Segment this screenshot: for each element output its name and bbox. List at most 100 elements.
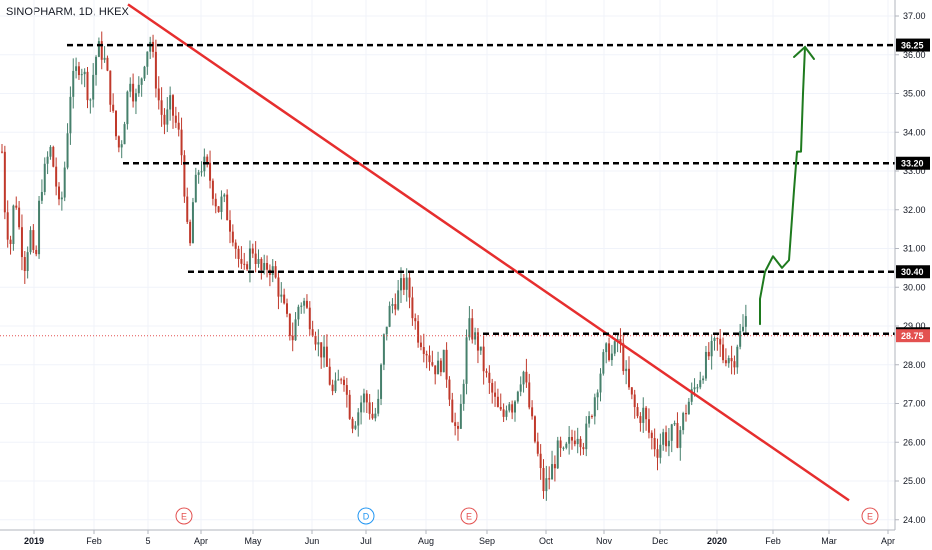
candle: [29, 230, 32, 253]
candle: [568, 436, 571, 444]
candle: [357, 412, 360, 426]
candle: [75, 66, 78, 71]
time-tick-label: Sep: [479, 536, 495, 546]
candle: [702, 378, 705, 381]
candle: [528, 382, 531, 408]
candle: [704, 351, 707, 379]
candle: [77, 66, 80, 76]
candle: [679, 430, 682, 448]
candle: [277, 277, 280, 297]
candle: [585, 423, 588, 450]
candle: [422, 347, 425, 354]
candle: [565, 443, 568, 448]
event-marker: [175, 507, 193, 525]
candle: [394, 304, 397, 310]
candle: [582, 447, 585, 450]
candle: [214, 198, 217, 207]
price-tag-label: 33.20: [901, 158, 924, 168]
candle: [571, 436, 573, 441]
price-tick-label: 34.00: [903, 127, 926, 137]
candle: [590, 416, 593, 418]
candle: [106, 57, 109, 71]
candle: [288, 313, 291, 336]
event-marker: [861, 507, 879, 525]
price-tick-label: 37.00: [903, 11, 926, 21]
candle: [126, 91, 129, 125]
candle: [482, 346, 485, 372]
price-axis[interactable]: 24.00 25.00 26.00 27.00 28.00 29.00 30.00 31.00…: [894, 0, 926, 530]
candle: [300, 305, 303, 307]
candle: [727, 358, 730, 364]
candle: [6, 212, 9, 240]
event-marker-label: E: [867, 512, 873, 522]
candle: [531, 407, 534, 417]
price-tick-label: 27.00: [903, 399, 926, 409]
candle: [405, 277, 408, 290]
candle: [260, 258, 263, 270]
candle: [744, 316, 747, 327]
candle: [334, 380, 337, 392]
time-tick-label: Aug: [418, 536, 434, 546]
price-tick-label: 33.00: [903, 166, 926, 176]
candle: [72, 70, 75, 97]
time-tick-label: Oct: [539, 536, 554, 546]
event-marker-label: E: [466, 512, 472, 522]
candle: [177, 122, 180, 130]
price-tag-label: 28.75: [901, 331, 924, 341]
event-marker: [357, 507, 375, 525]
time-tick-label: 2020: [707, 536, 727, 546]
candle: [40, 191, 43, 201]
candle: [471, 318, 474, 340]
candle: [397, 290, 400, 310]
candle: [707, 351, 710, 357]
candle: [248, 248, 251, 270]
candle: [636, 407, 639, 417]
candle: [408, 277, 411, 298]
candles: [0, 31, 895, 501]
time-tick-label: Apr: [194, 536, 208, 546]
candle: [194, 174, 197, 203]
candle: [95, 56, 98, 75]
price-tag: [896, 265, 930, 279]
candle: [687, 401, 690, 415]
time-tick-label: Jul: [360, 536, 372, 546]
candle: [559, 440, 562, 448]
candle: [354, 425, 357, 429]
candle: [673, 422, 676, 425]
candle: [112, 104, 115, 111]
candle: [129, 83, 132, 92]
candle: [35, 249, 38, 255]
time-axis[interactable]: 2019 Feb 5 Apr May Jun Jul Aug Sep Oct Nov Dec 2020 F…: [0, 529, 895, 546]
candle: [625, 368, 628, 372]
projection-path: [759, 46, 806, 326]
candle: [622, 343, 625, 372]
candle: [308, 307, 311, 330]
candle: [479, 346, 482, 351]
projection-arrow[interactable]: [759, 45, 815, 326]
horizontal-levels[interactable]: [67, 43, 895, 335]
candle: [234, 242, 237, 249]
candle: [240, 258, 243, 264]
candle: [345, 385, 348, 395]
candle: [200, 171, 203, 173]
price-tick-label: 32.00: [903, 205, 926, 215]
candle: [434, 365, 437, 375]
candle: [351, 418, 354, 429]
candle: [676, 422, 679, 448]
candle: [311, 329, 314, 336]
candle: [257, 258, 260, 264]
candle: [197, 172, 200, 175]
candle: [103, 57, 106, 60]
candle: [653, 438, 656, 450]
candle: [132, 83, 135, 102]
candle: [254, 253, 257, 264]
candle: [667, 440, 670, 447]
candle: [494, 392, 497, 397]
time-tick-label: 2019: [24, 536, 44, 546]
candle: [445, 349, 448, 380]
price-tick-label: 28.00: [903, 360, 926, 370]
trendline[interactable]: [127, 3, 850, 502]
candle: [619, 338, 622, 344]
